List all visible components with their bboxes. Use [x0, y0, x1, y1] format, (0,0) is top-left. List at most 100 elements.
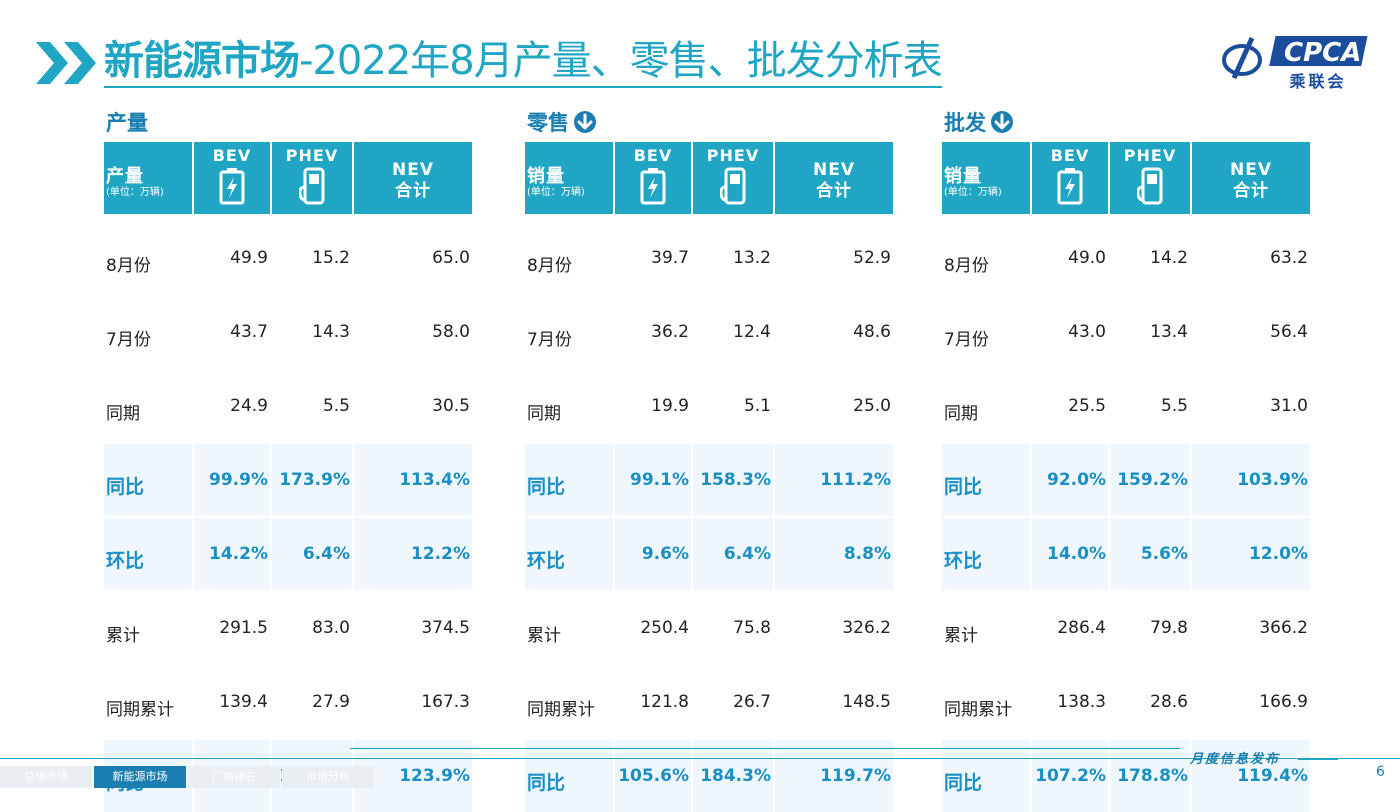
cell-phev: 79.8: [1108, 590, 1190, 664]
nav-item-nev-market[interactable]: 新能源市场: [94, 766, 186, 788]
bev-label: BEV: [1050, 146, 1090, 165]
cell-phev: 28.6: [1108, 664, 1190, 738]
row-label: 同期累计: [942, 664, 1030, 738]
table-row: 7月份 43.7 14.3 58.0: [104, 294, 472, 368]
header-phev: PHEV: [270, 142, 352, 214]
cell-nev: 119.7%: [773, 738, 893, 812]
table-row: 同期累计 138.3 28.6 166.9: [942, 664, 1310, 738]
page-title: 新能源市场-2022年8月产量、零售、批发分析表: [104, 36, 943, 88]
section-wholesale: 批发 销量 (单位：万辆) BEV PHEV NEV 合计 8月份 49.0 14.2…: [942, 106, 1310, 812]
header-bev: BEV: [192, 142, 270, 214]
cell-phev: 5.1: [691, 368, 773, 442]
cell-bev: 250.4: [613, 590, 691, 664]
cell-bev: 39.7: [613, 220, 691, 294]
section-title-label: 零售: [527, 111, 569, 135]
row-label: 8月份: [104, 220, 192, 294]
battery-icon: [640, 167, 666, 205]
cell-nev: 103.9%: [1190, 442, 1310, 516]
row-label: 同比: [525, 738, 613, 812]
cell-bev: 36.2: [613, 294, 691, 368]
row-label: 同期累计: [104, 664, 192, 738]
cell-phev: 173.9%: [270, 442, 352, 516]
cell-phev: 6.4%: [270, 516, 352, 590]
cell-phev: 14.2: [1108, 220, 1190, 294]
table-row: 同期 19.9 5.1 25.0: [525, 368, 893, 442]
cell-nev: 366.2: [1190, 590, 1310, 664]
header-nev: NEV 合计: [1190, 142, 1310, 214]
unit-label: (单位：万辆): [944, 187, 1002, 198]
row-label: 7月份: [942, 294, 1030, 368]
cell-bev: 24.9: [192, 368, 270, 442]
table-row: 累计 250.4 75.8 326.2: [525, 590, 893, 664]
cell-nev: 58.0: [352, 294, 472, 368]
row-label: 7月份: [104, 294, 192, 368]
table-row: 同期累计 121.8 26.7 148.5: [525, 664, 893, 738]
section-title: 批发: [942, 106, 1310, 138]
logo-text: CPCA: [1284, 38, 1361, 68]
table-row: 环比 9.6% 6.4% 8.8%: [525, 516, 893, 590]
cell-bev: 14.2%: [192, 516, 270, 590]
section-title-label: 产量: [106, 111, 148, 135]
cell-bev: 99.9%: [192, 442, 270, 516]
table-row: 同比 99.1% 158.3% 111.2%: [525, 442, 893, 516]
header-label: 销量: [527, 166, 565, 187]
cell-phev: 13.4: [1108, 294, 1190, 368]
row-label: 同期: [104, 368, 192, 442]
cell-nev: 31.0: [1190, 368, 1310, 442]
footer-divider: [1298, 759, 1338, 760]
cell-nev: 12.0%: [1190, 516, 1310, 590]
table-row: 8月份 49.0 14.2 63.2: [942, 220, 1310, 294]
row-label: 累计: [942, 590, 1030, 664]
charging-plug-icon: [720, 167, 746, 205]
row-label: 8月份: [525, 220, 613, 294]
charging-plug-icon: [1137, 167, 1163, 205]
footer-divider: [0, 758, 1400, 759]
unit-label: (单位：万辆): [106, 187, 164, 198]
cell-bev: 92.0%: [1030, 442, 1108, 516]
cell-phev: 5.5: [270, 368, 352, 442]
cell-nev: 52.9: [773, 220, 893, 294]
row-label: 累计: [525, 590, 613, 664]
row-label: 同比: [525, 442, 613, 516]
row-label: 同期累计: [525, 664, 613, 738]
logo-subtitle: 乘联会: [1289, 72, 1347, 91]
cell-phev: 5.5: [1108, 368, 1190, 442]
cell-bev: 49.0: [1030, 220, 1108, 294]
section-production: 产量 产量 (单位：万辆) BEV PHEV NEV 合计 8月份 49.9 15.2…: [104, 106, 472, 812]
table-row: 同比 99.9% 173.9% 113.4%: [104, 442, 472, 516]
nav-item-maker-ranking[interactable]: 厂商排名: [188, 766, 280, 788]
charging-plug-icon: [299, 167, 325, 205]
cell-bev: 139.4: [192, 664, 270, 738]
footer-tagline: 月度信息发布: [1190, 752, 1281, 767]
table-row: 7月份 36.2 12.4 48.6: [525, 294, 893, 368]
cell-bev: 121.8: [613, 664, 691, 738]
header-bev: BEV: [613, 142, 691, 214]
table-row: 环比 14.2% 6.4% 12.2%: [104, 516, 472, 590]
cpca-logo: CPCA: [1222, 36, 1368, 80]
cell-nev: 56.4: [1190, 294, 1310, 368]
row-label: 同比: [942, 442, 1030, 516]
cell-phev: 13.2: [691, 220, 773, 294]
chevron-right-icon: [36, 42, 96, 84]
nev-total-label: 合计: [816, 181, 852, 201]
row-label: 同比: [104, 442, 192, 516]
cell-nev: 63.2: [1190, 220, 1310, 294]
table-row: 7月份 43.0 13.4 56.4: [942, 294, 1310, 368]
section-retail: 零售 销量 (单位：万辆) BEV PHEV NEV 合计 8月份 39.7 13.2…: [525, 106, 893, 812]
row-label: 累计: [104, 590, 192, 664]
table-row: 累计 291.5 83.0 374.5: [104, 590, 472, 664]
cell-phev: 158.3%: [691, 442, 773, 516]
cell-phev: 75.8: [691, 590, 773, 664]
cell-nev: 166.9: [1190, 664, 1310, 738]
arrow-down-circle-icon: [573, 110, 597, 134]
page-title-main: 新能源市场: [104, 38, 300, 84]
cell-nev: 374.5: [352, 590, 472, 664]
cell-bev: 25.5: [1030, 368, 1108, 442]
nav-item-market-analysis[interactable]: 市场分析: [282, 766, 374, 788]
nev-label: NEV: [392, 160, 434, 180]
table-row: 同期 25.5 5.5 31.0: [942, 368, 1310, 442]
header-label-cell: 销量 (单位：万辆): [942, 142, 1030, 214]
table-row: 8月份 49.9 15.2 65.0: [104, 220, 472, 294]
cell-phev: 27.9: [270, 664, 352, 738]
nav-item-overall-market[interactable]: 总体市场: [0, 766, 92, 788]
